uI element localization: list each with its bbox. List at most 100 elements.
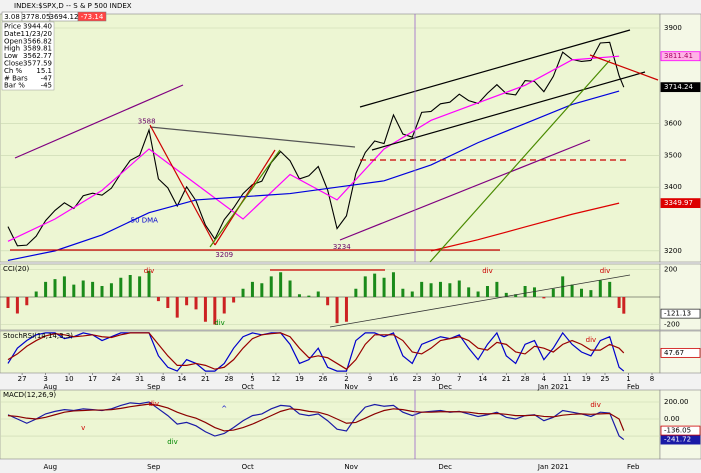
trend-line — [329, 274, 631, 328]
value-box — [660, 425, 701, 436]
bar — [438, 281, 442, 297]
bar — [297, 294, 301, 297]
annotation: div — [590, 401, 601, 409]
x-tick-label: 5 — [250, 375, 254, 383]
bar — [119, 277, 123, 297]
series-line — [7, 403, 625, 432]
bar — [109, 283, 113, 297]
bar — [25, 297, 29, 306]
trend-line — [429, 59, 611, 263]
bar — [532, 287, 536, 297]
bar — [391, 272, 395, 297]
month-label: Nov — [344, 463, 358, 471]
channel-line — [359, 29, 631, 108]
bar — [128, 275, 132, 297]
y-tick-label: 200.00 — [664, 398, 689, 406]
bar — [420, 281, 424, 297]
info-label: Ch % — [4, 67, 23, 75]
x-tick-label: 1 — [626, 375, 630, 383]
bar — [138, 276, 142, 297]
info-value: 3566.82 — [23, 37, 52, 45]
bar — [279, 272, 283, 297]
x-tick-label: 8 — [161, 375, 165, 383]
x-tick-label: 17 — [88, 375, 97, 383]
bar — [194, 297, 198, 310]
bar — [15, 297, 19, 314]
trend-line — [149, 124, 216, 246]
month-label: Dec — [438, 383, 452, 391]
x-tick-label: 28 — [224, 375, 233, 383]
bar — [260, 283, 264, 297]
x-tick-label: 16 — [389, 375, 398, 383]
annotation: 3209 — [215, 251, 233, 259]
bar — [6, 297, 10, 308]
info-value: 3577.59 — [23, 60, 52, 68]
value-box — [660, 308, 701, 319]
info-label: Low — [4, 52, 18, 60]
value-box — [660, 347, 701, 358]
readout: 3778.05 — [22, 13, 51, 21]
value-label: 3349.97 — [664, 199, 693, 207]
bar — [608, 281, 612, 297]
bar — [335, 297, 339, 324]
readout-box — [77, 11, 107, 22]
series-line — [7, 332, 625, 370]
bar — [222, 297, 226, 314]
bar — [100, 286, 104, 297]
bar — [250, 281, 254, 297]
trend-line — [14, 84, 184, 159]
value-label: -121.13 — [664, 310, 691, 318]
y-tick-label: 200 — [664, 266, 677, 274]
info-label: Open — [4, 37, 23, 45]
bar — [495, 281, 499, 297]
info-value: 15.1 — [36, 67, 52, 75]
bar — [203, 297, 207, 322]
x-tick-label: 2 — [344, 375, 348, 383]
y-tick-label: 3500 — [664, 151, 682, 159]
y-tick-label: 3400 — [664, 183, 682, 191]
bar — [542, 297, 546, 299]
annotation: div — [144, 267, 155, 275]
bar — [622, 297, 626, 314]
bar — [354, 288, 358, 297]
info-box — [1, 21, 55, 91]
x-tick-label: 7 — [457, 375, 461, 383]
panel-background — [0, 13, 661, 263]
x-tick-label: 14 — [478, 375, 487, 383]
bar — [514, 294, 518, 297]
month-label: Oct — [242, 463, 254, 471]
annotation: 50 DMA — [131, 217, 159, 225]
x-tick-label: 28 — [521, 375, 530, 383]
info-value: 3562.77 — [23, 52, 52, 60]
trend-line — [589, 54, 659, 81]
bar — [307, 295, 311, 297]
panels — [0, 13, 701, 460]
month-label: Sep — [147, 463, 161, 471]
y-tick-label: 0.00 — [664, 415, 680, 423]
bar — [589, 290, 593, 297]
bar — [326, 297, 330, 306]
trend-line — [209, 149, 281, 248]
bar — [570, 284, 574, 297]
annotation: div — [214, 319, 225, 327]
x-tick-label: 19 — [295, 375, 304, 383]
bar — [156, 297, 160, 302]
month-label: Jan 2021 — [537, 383, 569, 391]
series-line — [7, 41, 625, 247]
value-label: -241.72 — [664, 436, 691, 444]
x-tick-label: 30 — [431, 375, 440, 383]
info-label: Date — [4, 30, 21, 38]
x-tick-label: 12 — [271, 375, 280, 383]
month-label: Sep — [147, 383, 161, 391]
bar — [401, 288, 405, 297]
bar — [504, 292, 508, 297]
bar — [185, 297, 189, 306]
bar — [579, 288, 583, 297]
x-tick-label: 21 — [201, 375, 210, 383]
x-tick-label: 19 — [582, 375, 591, 383]
channel-line — [371, 71, 646, 151]
month-label: Feb — [627, 383, 640, 391]
month-label: Jan 2021 — [537, 463, 569, 471]
